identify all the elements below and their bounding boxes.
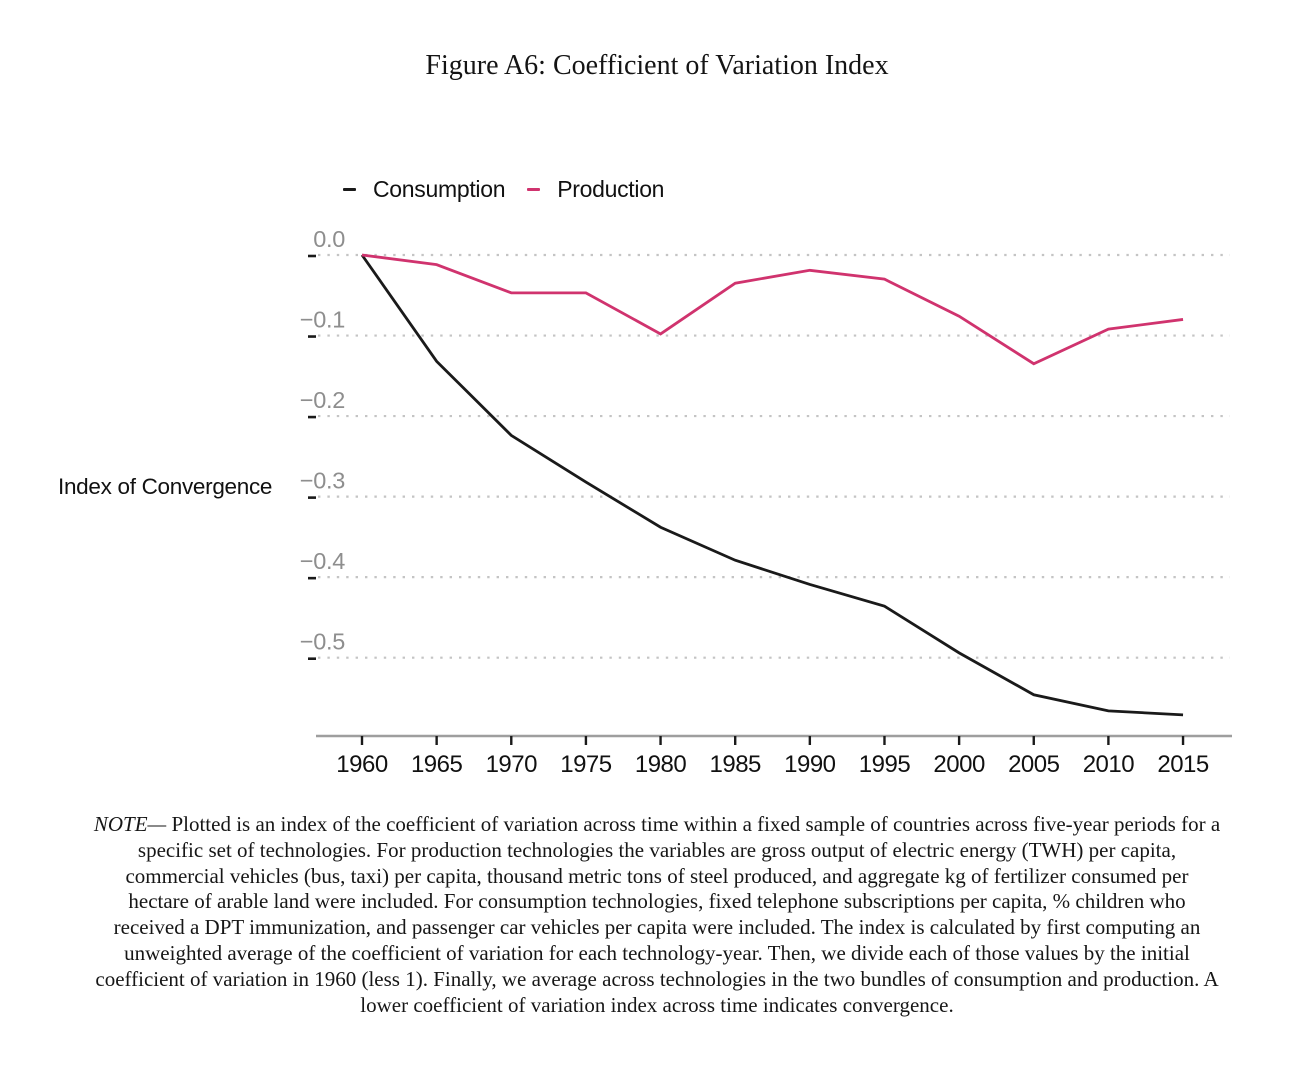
svg-text:−0.5: −0.5 — [300, 629, 345, 655]
svg-text:−0.2: −0.2 — [300, 387, 345, 413]
note-line: received a DPT immunization, and passeng… — [113, 915, 1201, 940]
note-line-text: Plotted is an index of the coefficient o… — [166, 812, 1221, 836]
note-line: hectare of arable land were included. Fo… — [128, 889, 1186, 914]
production-line-key-icon — [527, 187, 541, 191]
line-chart: 0.0 −0.1 −0.2 −0.3 −0.4 −0.5 1960 1965 1970 1975 1… — [300, 226, 1232, 778]
figure-title: Figure A6: Coefficient of Variation Inde… — [425, 50, 889, 81]
chart-legend: Consumption Production — [343, 176, 686, 202]
svg-text:−0.4: −0.4 — [300, 548, 345, 574]
svg-text:1990: 1990 — [784, 751, 836, 778]
svg-text:−0.3: −0.3 — [300, 468, 345, 494]
svg-text:1960: 1960 — [336, 751, 388, 778]
svg-text:1985: 1985 — [710, 751, 762, 778]
svg-text:2005: 2005 — [1008, 751, 1060, 778]
svg-text:1965: 1965 — [411, 751, 463, 778]
svg-text:2010: 2010 — [1083, 751, 1135, 778]
consumption-line-key-icon — [343, 187, 356, 191]
svg-text:−0.1: −0.1 — [300, 307, 345, 333]
svg-text:1975: 1975 — [560, 751, 612, 778]
note-line: unweighted average of the coefficient of… — [124, 940, 1190, 965]
note-line: lower coefficient of variation index acr… — [360, 992, 954, 1017]
svg-text:1970: 1970 — [486, 751, 538, 778]
note-line: coefficient of variation in 1960 (less 1… — [95, 966, 1219, 991]
legend-label-consumption: Consumption — [373, 175, 506, 202]
y-axis-title: Index of Convergence — [58, 474, 273, 499]
note-line: NOTE— Plotted is an index of the coeffic… — [0, 812, 1314, 838]
note-line: specific set of technologies. For produc… — [137, 837, 1177, 862]
figure-note: NOTE— Plotted is an index of the coeffic… — [0, 812, 1314, 1018]
note-prefix: NOTE— — [93, 812, 167, 836]
svg-text:1980: 1980 — [635, 751, 687, 778]
svg-text:2015: 2015 — [1157, 751, 1209, 778]
note-line: commercial vehicles (bus, taxi) per capi… — [125, 863, 1189, 888]
svg-text:2000: 2000 — [933, 751, 985, 778]
svg-text:0.0: 0.0 — [313, 226, 345, 252]
svg-text:1995: 1995 — [859, 751, 911, 778]
legend-label-production: Production — [557, 175, 665, 202]
